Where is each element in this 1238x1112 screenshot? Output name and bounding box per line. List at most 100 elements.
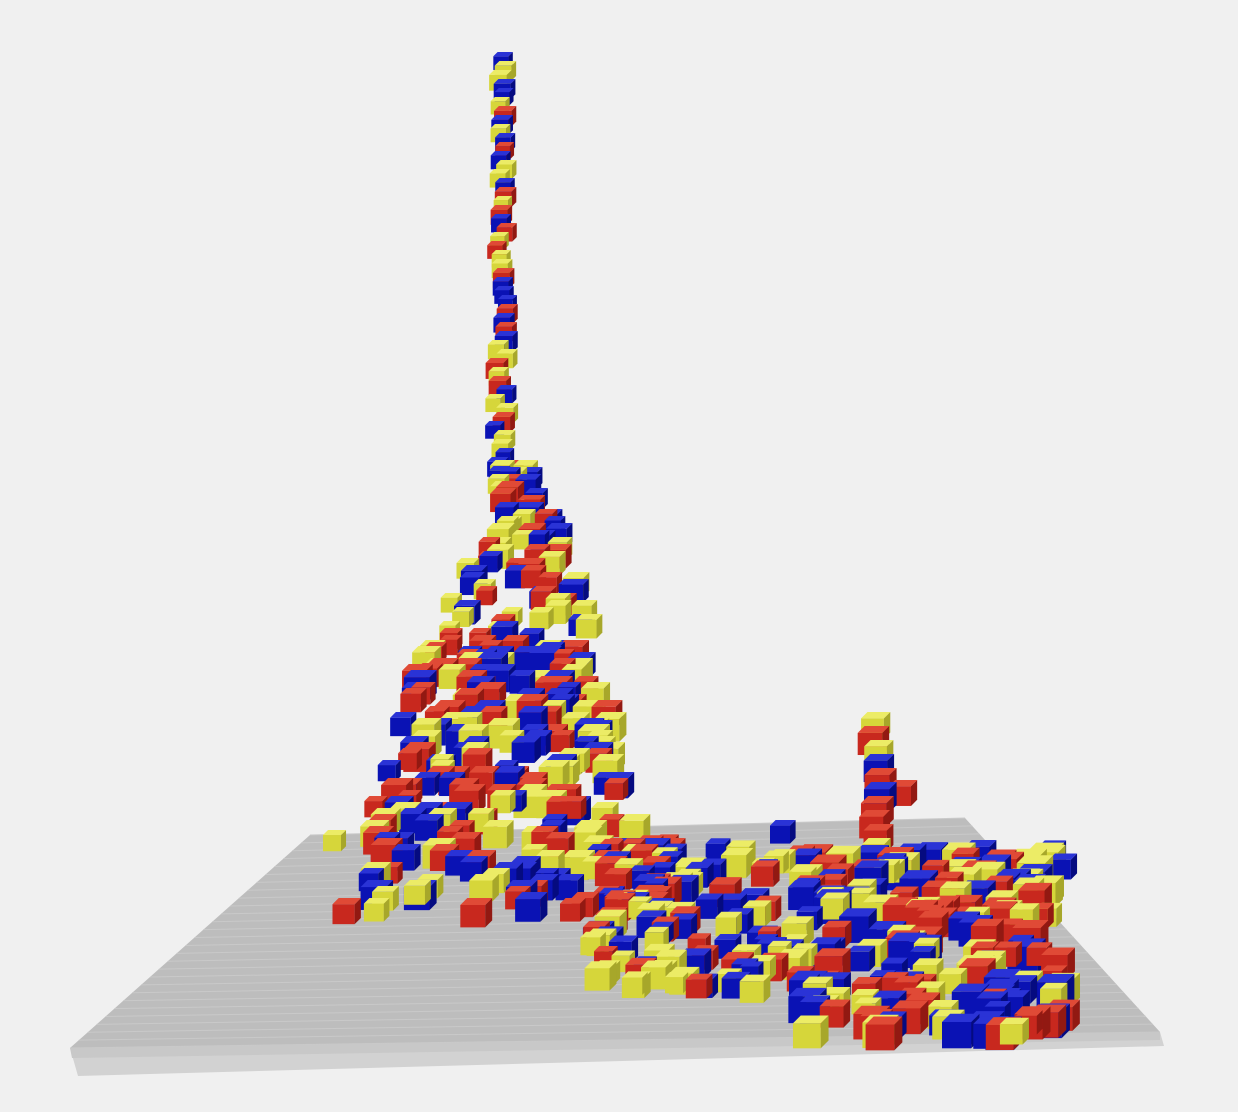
- voxel-block-top: [536, 790, 567, 797]
- voxel-block-front: [721, 978, 745, 999]
- voxel-block-top: [430, 760, 455, 766]
- voxel-block-top: [494, 760, 519, 766]
- voxel-block-front: [520, 570, 541, 589]
- voxel-block-top: [970, 941, 1000, 948]
- voxel-block-front: [622, 977, 643, 995]
- voxel-block-side: [691, 913, 698, 939]
- voxel-block-top: [1041, 947, 1075, 955]
- voxel-block-top: [535, 850, 565, 857]
- voxel-block-top: [501, 635, 530, 642]
- voxel-block-top: [509, 670, 536, 676]
- voxel-block-top: [550, 694, 575, 700]
- voxel-block-top: [361, 862, 391, 869]
- voxel-block-front: [575, 619, 597, 639]
- voxel-block-top: [493, 313, 515, 318]
- voxel-block-top: [487, 340, 509, 345]
- voxel-block-top: [970, 918, 1004, 926]
- voxel-block-top: [445, 850, 473, 857]
- voxel-block-front: [323, 835, 341, 852]
- voxel-block-front: [460, 904, 486, 928]
- voxel-block-side: [474, 600, 481, 625]
- voxel-block-top: [491, 614, 516, 620]
- voxel-block-top: [912, 958, 944, 965]
- voxel-block-top: [863, 824, 894, 831]
- voxel-block: [469, 874, 499, 902]
- voxel-block-front: [504, 570, 525, 589]
- voxel-block-top: [587, 844, 612, 850]
- voxel-block-top: [750, 860, 780, 867]
- voxel-block: [999, 1017, 1029, 1045]
- voxel-block-front: [720, 855, 747, 878]
- voxel-block-top: [398, 748, 422, 754]
- voxel-block-side: [492, 874, 499, 902]
- voxel-block-top: [512, 530, 534, 535]
- voxel-block-top: [485, 664, 516, 671]
- voxel-block-top: [890, 886, 919, 893]
- voxel-block-side: [704, 948, 712, 978]
- voxel-block-top: [820, 873, 848, 880]
- voxel-block-top: [592, 720, 613, 725]
- voxel-block-top: [685, 861, 714, 869]
- voxel-block-side: [663, 926, 669, 950]
- voxel-block-side: [1022, 1017, 1029, 1045]
- voxel-block-front: [400, 693, 421, 713]
- voxel-block-top: [543, 670, 575, 677]
- voxel-block-top: [592, 754, 625, 761]
- voxel-block-top: [490, 790, 516, 796]
- voxel-block-front: [398, 753, 417, 770]
- voxel-block-top: [459, 572, 485, 578]
- voxel-block-top: [848, 887, 876, 894]
- voxel-block-top: [863, 754, 895, 761]
- voxel-block: [323, 830, 347, 852]
- voxel-block-top: [538, 551, 566, 557]
- voxel-block-top: [854, 860, 889, 868]
- voxel-block-front: [792, 1023, 821, 1049]
- voxel-block-top: [469, 635, 497, 641]
- voxel-block-top: [430, 754, 454, 760]
- voxel-block-top: [511, 856, 541, 863]
- voxel-block-top: [554, 649, 575, 654]
- voxel-block-front: [705, 843, 726, 862]
- voxel-block-side: [911, 780, 918, 806]
- voxel-block-top: [782, 934, 808, 940]
- voxel-block-top: [490, 97, 510, 102]
- voxel-block-side: [706, 973, 713, 999]
- voxel-block-top: [458, 712, 483, 718]
- voxel-block-top: [581, 682, 611, 689]
- voxel-block-top: [466, 850, 496, 857]
- voxel-block: [485, 421, 505, 439]
- voxel-block-top: [425, 642, 447, 647]
- voxel-block-top: [726, 840, 756, 847]
- voxel-block-top: [544, 544, 572, 550]
- voxel-block-top: [687, 933, 711, 939]
- voxel-block-top: [482, 820, 514, 827]
- voxel-block-top: [516, 778, 548, 785]
- voxel-block-top: [561, 796, 587, 802]
- voxel-block-side: [437, 874, 444, 899]
- voxel-block: [792, 1015, 829, 1049]
- voxel-block-top: [485, 421, 505, 426]
- voxel-block-top: [854, 997, 882, 1004]
- voxel-block-top: [377, 760, 401, 766]
- voxel-block-top: [518, 784, 548, 791]
- voxel-block-front: [440, 597, 458, 613]
- voxel-block-top: [847, 878, 877, 886]
- voxel-block-side: [512, 385, 517, 404]
- voxel-block-top: [862, 838, 891, 845]
- voxel-block-top: [547, 537, 573, 543]
- voxel-block-top: [493, 52, 513, 57]
- voxel-block-top: [521, 724, 549, 730]
- voxel-block-top: [488, 376, 511, 381]
- voxel-block: [460, 898, 493, 928]
- voxel-block: [511, 736, 541, 763]
- voxel-block-front: [414, 820, 438, 841]
- voxel-block-top: [440, 635, 463, 640]
- voxel-block-side: [1047, 902, 1054, 928]
- voxel-block-top: [495, 133, 516, 138]
- voxel-block-top: [495, 448, 515, 453]
- voxel-block-top: [549, 658, 576, 664]
- voxel-block-top: [983, 968, 1022, 978]
- voxel-block-front: [999, 1024, 1023, 1045]
- voxel-block-top: [490, 232, 509, 237]
- voxel-block-top: [545, 523, 573, 529]
